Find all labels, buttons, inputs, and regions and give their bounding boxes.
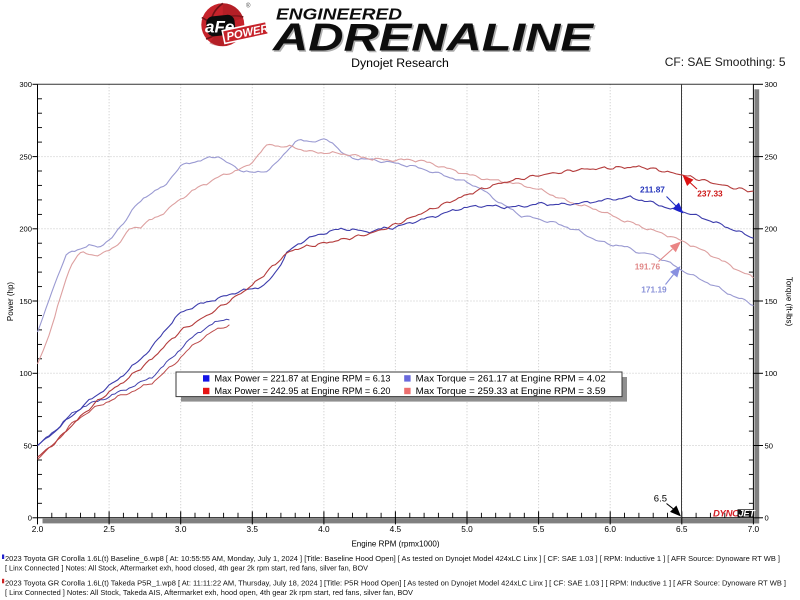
svg-text:171.19: 171.19	[641, 285, 667, 295]
svg-text:0: 0	[28, 514, 32, 523]
svg-text:Power (hp): Power (hp)	[6, 282, 15, 321]
svg-text:6.0: 6.0	[604, 524, 616, 534]
svg-text:ENGINEERED: ENGINEERED	[276, 7, 402, 24]
svg-text:100: 100	[765, 369, 778, 378]
svg-text:Max Power = 242.95 at Engine R: Max Power = 242.95 at Engine RPM = 6.20	[215, 386, 391, 396]
svg-text:4.5: 4.5	[390, 524, 402, 534]
svg-text:150: 150	[19, 297, 32, 306]
svg-text:237.33: 237.33	[697, 189, 723, 199]
svg-text:300: 300	[765, 80, 778, 89]
svg-text:50: 50	[24, 441, 32, 450]
svg-text:250: 250	[765, 152, 778, 161]
svg-text:0: 0	[765, 514, 769, 523]
svg-text:3.0: 3.0	[175, 524, 187, 534]
svg-text:®: ®	[246, 3, 251, 10]
svg-text:2.5: 2.5	[103, 524, 115, 534]
svg-text:[ Linx Connected ] Notes: All: [ Linx Connected ] Notes: All Stock, Tak…	[5, 588, 413, 597]
svg-text:211.87: 211.87	[640, 185, 665, 195]
svg-text:Engine RPM (rpmx1000): Engine RPM (rpmx1000)	[351, 540, 439, 549]
svg-text:Dynojet Research: Dynojet Research	[351, 56, 449, 70]
svg-text:2.0: 2.0	[32, 524, 44, 534]
svg-text:200: 200	[19, 225, 32, 234]
svg-text:ADRENALINE: ADRENALINE	[272, 17, 595, 60]
svg-text:2023 Toyota GR Corolla 1.6L(t): 2023 Toyota GR Corolla 1.6L(t) Takeda P5…	[5, 578, 786, 587]
svg-text:100: 100	[19, 369, 32, 378]
svg-text:CF: SAE Smoothing: 5: CF: SAE Smoothing: 5	[665, 55, 786, 69]
svg-text:ADRENALINE: ADRENALINE	[273, 18, 596, 61]
svg-text:JET: JET	[739, 508, 757, 518]
svg-text:191.76: 191.76	[635, 262, 661, 272]
svg-text:4.0: 4.0	[318, 524, 330, 534]
svg-text:50: 50	[765, 441, 773, 450]
svg-text:[ Linx Connected ] Notes: All: [ Linx Connected ] Notes: All Stock, Aft…	[5, 564, 368, 573]
svg-text:6.5: 6.5	[676, 524, 688, 534]
svg-text:2023 Toyota GR Corolla 1.6L(t): 2023 Toyota GR Corolla 1.6L(t) Baseline_…	[5, 554, 780, 563]
svg-text:5.0: 5.0	[461, 524, 473, 534]
svg-text:300: 300	[19, 80, 32, 89]
svg-text:Torque (ft-lbs): Torque (ft-lbs)	[785, 277, 794, 327]
svg-text:3.5: 3.5	[247, 524, 259, 534]
svg-text:Max Torque = 261.17 at Engine: Max Torque = 261.17 at Engine RPM = 4.02	[416, 373, 606, 383]
svg-text:200: 200	[765, 225, 778, 234]
svg-text:6.5: 6.5	[654, 493, 667, 504]
svg-text:150: 150	[765, 297, 778, 306]
svg-text:7.0: 7.0	[748, 524, 760, 534]
svg-text:DYNO: DYNO	[713, 509, 740, 520]
svg-text:250: 250	[19, 152, 32, 161]
svg-text:Max Power = 221.87 at Engine R: Max Power = 221.87 at Engine RPM = 6.13	[215, 373, 391, 383]
svg-text:5.5: 5.5	[533, 524, 545, 534]
svg-text:Max Torque = 259.33 at Engine: Max Torque = 259.33 at Engine RPM = 3.59	[416, 386, 606, 396]
